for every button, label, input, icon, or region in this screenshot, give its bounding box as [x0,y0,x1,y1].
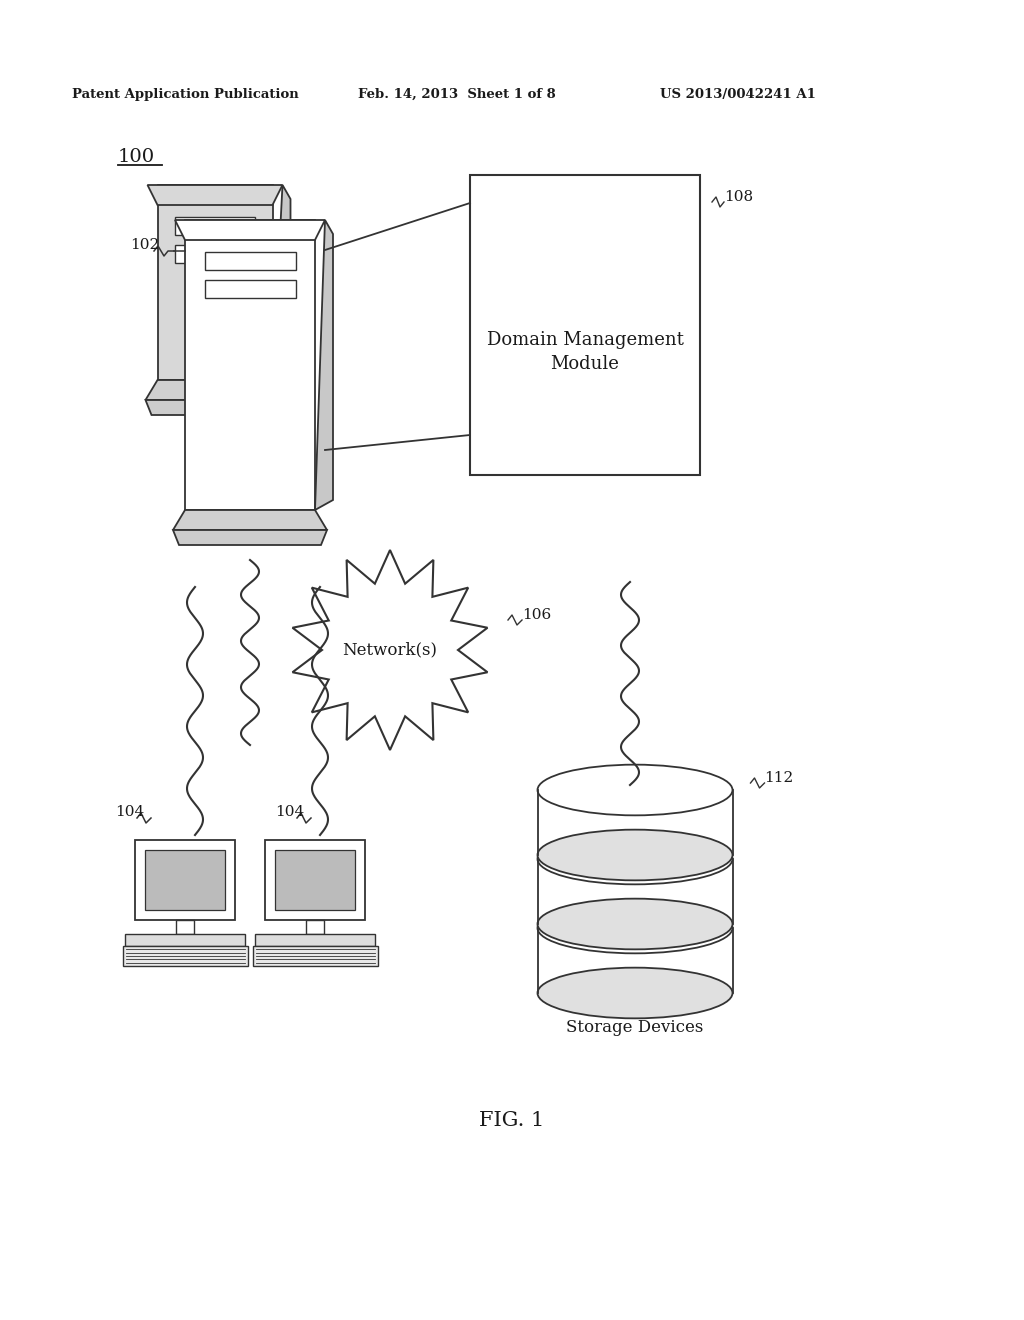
FancyBboxPatch shape [123,946,248,966]
Text: Domain Management: Domain Management [486,331,683,348]
Polygon shape [173,531,327,545]
Polygon shape [272,185,291,380]
Polygon shape [175,220,325,240]
FancyBboxPatch shape [176,920,194,935]
FancyBboxPatch shape [145,850,225,909]
Polygon shape [145,400,285,414]
FancyBboxPatch shape [205,252,296,271]
FancyBboxPatch shape [265,840,365,920]
Polygon shape [147,185,283,205]
FancyBboxPatch shape [538,789,732,855]
Text: Storage Devices: Storage Devices [566,1019,703,1036]
Text: 112: 112 [765,771,794,785]
Text: Network(s): Network(s) [342,642,437,659]
Ellipse shape [538,899,732,949]
FancyBboxPatch shape [538,928,732,993]
FancyBboxPatch shape [253,946,378,966]
Ellipse shape [538,830,732,880]
Text: 108: 108 [724,190,753,205]
FancyBboxPatch shape [255,935,375,946]
Polygon shape [145,380,285,400]
FancyBboxPatch shape [185,220,315,510]
FancyBboxPatch shape [205,280,296,298]
FancyBboxPatch shape [470,176,700,475]
Text: 100: 100 [118,148,155,166]
Polygon shape [315,220,333,510]
Text: 106: 106 [522,609,551,622]
FancyBboxPatch shape [175,246,255,263]
Ellipse shape [538,903,732,953]
FancyBboxPatch shape [135,840,234,920]
Text: Feb. 14, 2013  Sheet 1 of 8: Feb. 14, 2013 Sheet 1 of 8 [358,88,556,102]
FancyBboxPatch shape [306,920,324,935]
Ellipse shape [538,834,732,884]
Text: 102: 102 [130,238,160,252]
Ellipse shape [538,968,732,1018]
Text: 104: 104 [275,805,304,818]
FancyBboxPatch shape [275,850,355,909]
FancyBboxPatch shape [158,185,272,380]
Text: FIG. 1: FIG. 1 [479,1110,545,1130]
FancyBboxPatch shape [538,859,732,924]
Text: Patent Application Publication: Patent Application Publication [72,88,299,102]
FancyBboxPatch shape [125,935,245,946]
Text: 104: 104 [115,805,144,818]
Ellipse shape [538,764,732,816]
Polygon shape [173,510,327,531]
Text: US 2013/0042241 A1: US 2013/0042241 A1 [660,88,816,102]
Polygon shape [293,550,487,750]
FancyBboxPatch shape [175,216,255,235]
Text: Module: Module [551,355,620,374]
